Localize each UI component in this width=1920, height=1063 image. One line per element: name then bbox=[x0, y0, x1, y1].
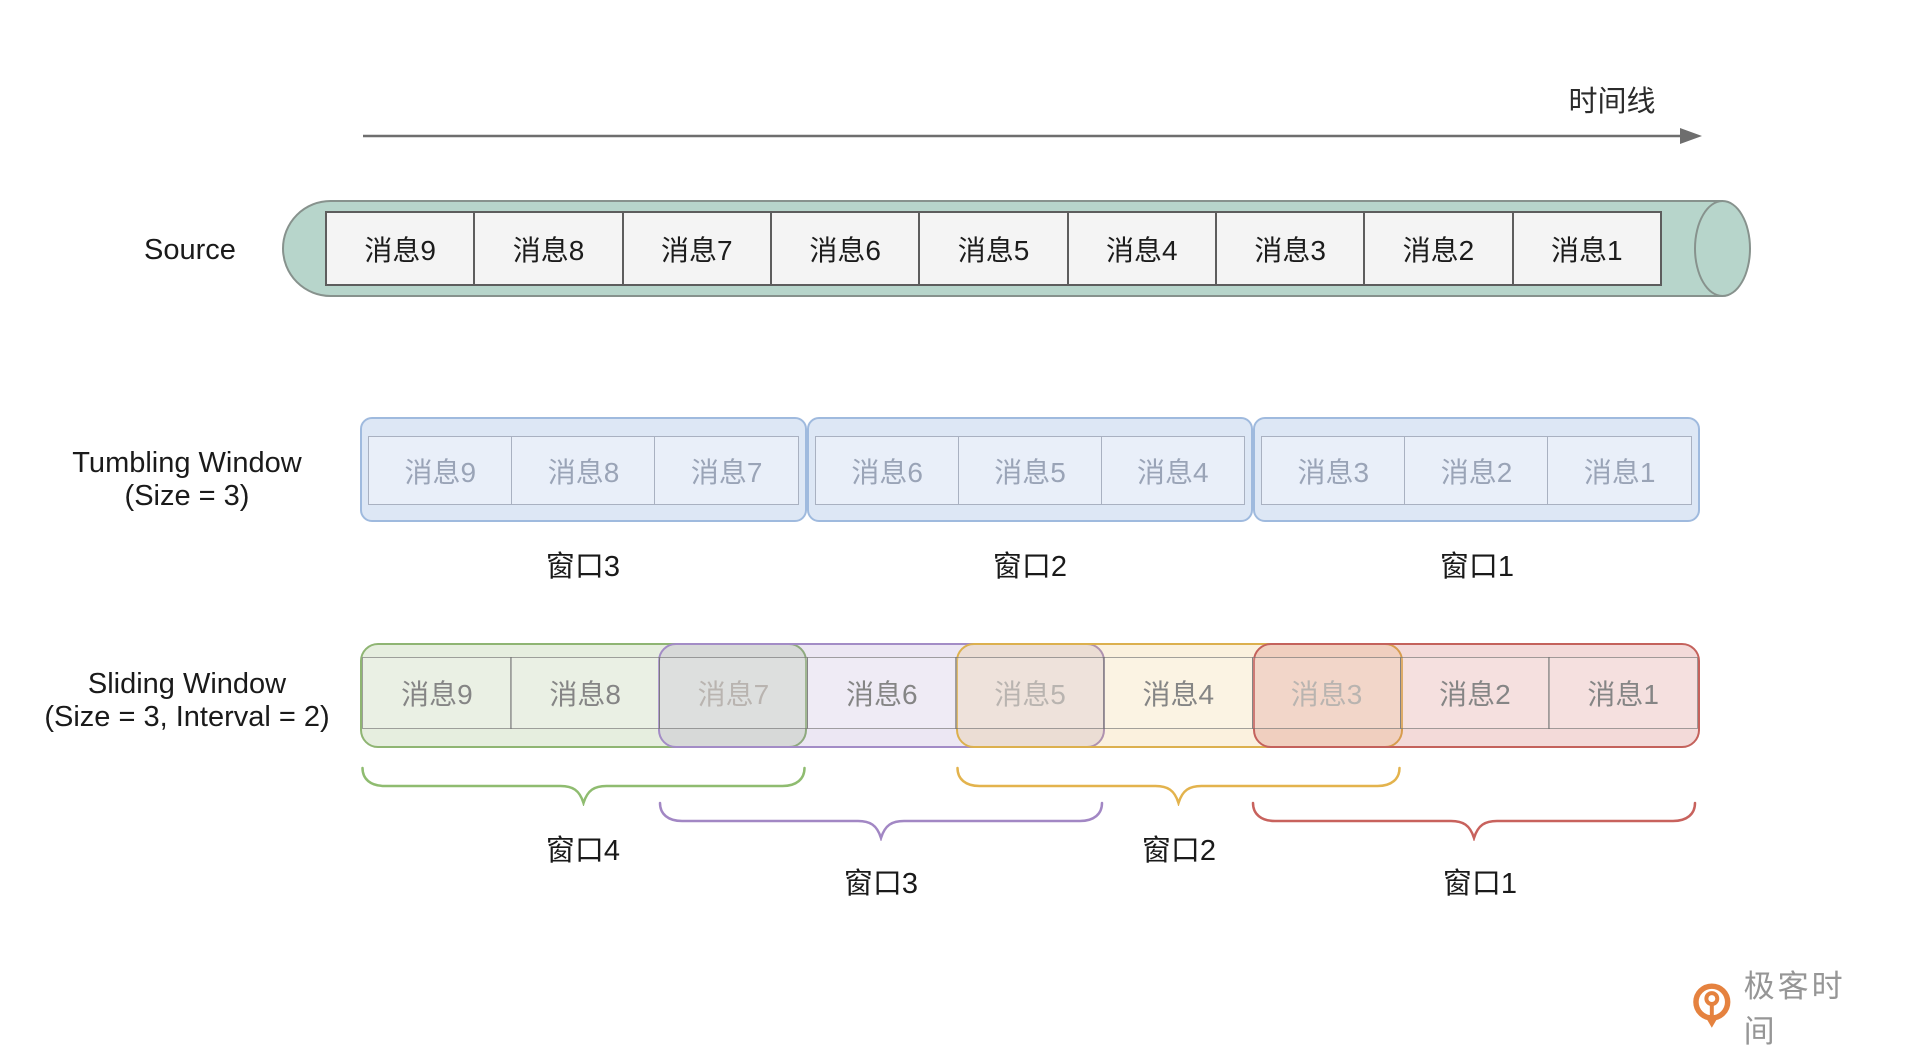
timeline-arrow bbox=[363, 128, 1702, 144]
tumbling-cell: 消息5 bbox=[957, 436, 1103, 505]
sliding-title-line2: (Size = 3, Interval = 2) bbox=[44, 701, 330, 733]
tumbling-cell: 消息4 bbox=[1100, 436, 1245, 505]
source-pipe-cap bbox=[1694, 200, 1751, 297]
sliding-cell: 消息9 bbox=[362, 657, 512, 729]
tumbling-cell: 消息8 bbox=[511, 436, 656, 505]
source-cells: 消息9 消息8 消息7 消息6 消息5 消息4 消息3 消息2 消息1 bbox=[325, 211, 1662, 286]
sliding-brace-window3 bbox=[658, 801, 1104, 841]
sliding-window-label: 窗口1 bbox=[1442, 868, 1518, 900]
source-cell: 消息8 bbox=[473, 211, 624, 286]
tumbling-window-group-2: 消息6 消息5 消息4 bbox=[807, 417, 1253, 522]
sliding-cell-overlap: 消息5 bbox=[955, 657, 1105, 729]
tumbling-row: 消息9 消息8 消息7 消息6 消息5 消息4 消息3 消息2 消息1 bbox=[360, 417, 1700, 522]
sliding-cell: 消息4 bbox=[1103, 657, 1254, 729]
sliding-window-overlay-green bbox=[360, 643, 807, 748]
sliding-title-line1: Sliding Window bbox=[87, 668, 287, 700]
sliding-cell: 消息2 bbox=[1399, 657, 1550, 729]
timeline-label: 时间线 bbox=[1568, 86, 1656, 118]
sliding-cell: 消息8 bbox=[510, 657, 661, 729]
tumbling-cell: 消息6 bbox=[815, 436, 960, 505]
sliding-window-label: 窗口4 bbox=[545, 835, 621, 867]
sliding-brace-window1 bbox=[1251, 801, 1697, 841]
source-cell: 消息2 bbox=[1363, 211, 1514, 286]
source-label: Source bbox=[144, 234, 236, 266]
geektime-logo: 极客时间 bbox=[1692, 969, 1872, 1049]
sliding-cell: 消息6 bbox=[806, 657, 957, 729]
geektime-logo-text: 极客时间 bbox=[1743, 969, 1846, 1049]
source-cell: 消息5 bbox=[918, 211, 1069, 286]
tumbling-cell: 消息2 bbox=[1404, 436, 1549, 505]
sliding-brace-window2 bbox=[956, 766, 1401, 806]
sliding-title: Sliding Window (Size = 3, Interval = 2) bbox=[22, 668, 352, 734]
sliding-row: 消息9 消息8 消息7 消息6 消息5 消息4 消息3 消息2 消息1 bbox=[360, 643, 1700, 748]
sliding-window-overlay-orange bbox=[955, 643, 1403, 748]
sliding-window-overlay-red bbox=[1253, 643, 1700, 748]
sliding-cell-overlap: 消息7 bbox=[658, 657, 809, 729]
tumbling-cell: 消息3 bbox=[1261, 436, 1406, 505]
tumbling-title-line1: Tumbling Window bbox=[72, 447, 302, 479]
sliding-cells: 消息9 消息8 消息7 消息6 消息5 消息4 消息3 消息2 消息1 bbox=[362, 657, 1699, 729]
tumbling-window-label: 窗口3 bbox=[545, 551, 621, 583]
tumbling-window-group-3: 消息9 消息8 消息7 bbox=[360, 417, 807, 522]
source-cell: 消息3 bbox=[1214, 211, 1366, 286]
source-cell: 消息1 bbox=[1511, 211, 1662, 286]
tumbling-window-group-1: 消息3 消息2 消息1 bbox=[1253, 417, 1700, 522]
source-cell: 消息7 bbox=[621, 211, 772, 286]
tumbling-cell: 消息1 bbox=[1547, 436, 1693, 505]
tumbling-window-label: 窗口1 bbox=[1439, 551, 1515, 583]
sliding-cell: 消息1 bbox=[1548, 657, 1699, 729]
sliding-window-label: 窗口2 bbox=[1141, 835, 1217, 867]
sliding-brace-window4 bbox=[361, 766, 806, 806]
tumbling-cell: 消息9 bbox=[368, 436, 513, 505]
sliding-cell-overlap: 消息3 bbox=[1251, 657, 1402, 729]
source-cell: 消息4 bbox=[1066, 211, 1217, 286]
source-cell: 消息9 bbox=[325, 211, 476, 286]
geektime-logo-icon bbox=[1693, 983, 1731, 1028]
tumbling-window-label: 窗口2 bbox=[992, 551, 1068, 583]
sliding-window-label: 窗口3 bbox=[843, 868, 919, 900]
tumbling-title-line2: (Size = 3) bbox=[124, 480, 250, 512]
tumbling-title: Tumbling Window (Size = 3) bbox=[22, 447, 352, 513]
tumbling-cell: 消息7 bbox=[654, 436, 800, 505]
source-cell: 消息6 bbox=[769, 211, 921, 286]
